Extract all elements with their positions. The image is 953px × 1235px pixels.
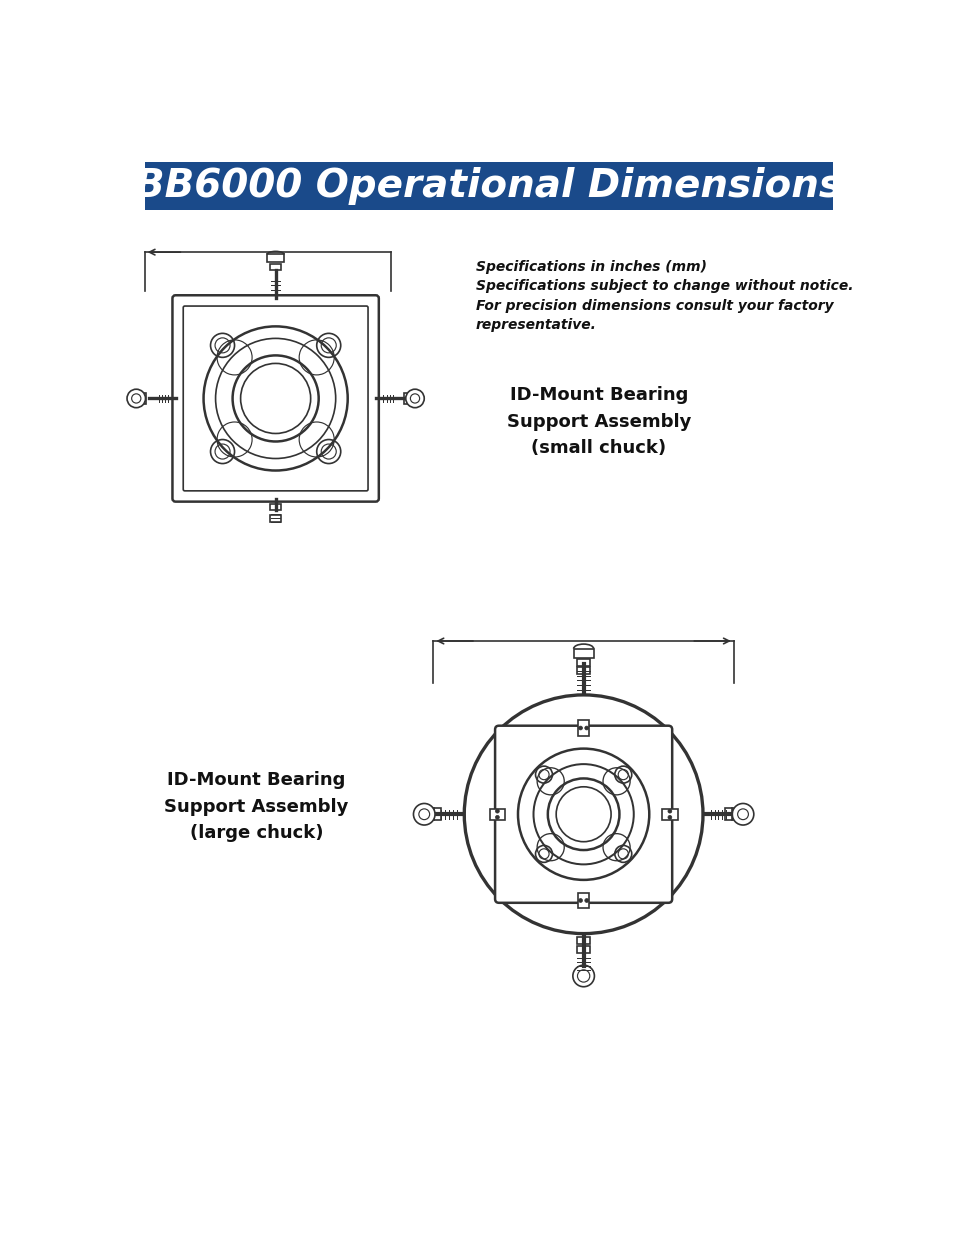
Circle shape	[577, 969, 589, 982]
Bar	[434, 808, 440, 820]
Bar	[145, 162, 832, 210]
Bar	[577, 658, 589, 666]
Bar	[489, 809, 504, 820]
Bar	[270, 515, 281, 521]
FancyBboxPatch shape	[495, 726, 672, 903]
Text: Specifications in inches (mm)
Specifications subject to change without notice.
F: Specifications in inches (mm) Specificat…	[476, 259, 852, 332]
Bar	[661, 809, 677, 820]
Text: ID-Mount Bearing
Support Assembly
(small chuck): ID-Mount Bearing Support Assembly (small…	[506, 387, 691, 457]
Circle shape	[667, 809, 671, 813]
Circle shape	[132, 394, 141, 403]
Circle shape	[584, 899, 588, 903]
Bar	[578, 893, 588, 908]
Circle shape	[572, 966, 594, 987]
Bar	[732, 808, 739, 820]
Bar	[577, 946, 589, 953]
Circle shape	[410, 394, 419, 403]
Circle shape	[584, 726, 588, 730]
Circle shape	[127, 389, 146, 408]
Bar	[267, 254, 284, 262]
Text: ID-Mount Bearing
Support Assembly
(large chuck): ID-Mount Bearing Support Assembly (large…	[164, 771, 348, 842]
Circle shape	[495, 815, 498, 819]
FancyBboxPatch shape	[183, 306, 368, 490]
Bar	[427, 808, 434, 820]
Circle shape	[495, 809, 498, 813]
Circle shape	[737, 809, 748, 820]
Bar	[270, 504, 281, 510]
Circle shape	[732, 804, 753, 825]
Bar	[139, 393, 146, 404]
Text: BB6000 Operational Dimensions: BB6000 Operational Dimensions	[135, 167, 841, 205]
Bar	[577, 937, 589, 945]
Bar	[578, 720, 588, 736]
Circle shape	[578, 726, 582, 730]
Circle shape	[413, 804, 435, 825]
Bar	[724, 808, 732, 820]
Circle shape	[405, 389, 424, 408]
Circle shape	[667, 815, 671, 819]
Bar	[573, 648, 593, 658]
Circle shape	[578, 899, 582, 903]
Bar	[404, 393, 410, 404]
Circle shape	[418, 809, 429, 820]
FancyBboxPatch shape	[172, 295, 378, 501]
Bar	[577, 667, 589, 674]
Bar	[270, 264, 281, 270]
